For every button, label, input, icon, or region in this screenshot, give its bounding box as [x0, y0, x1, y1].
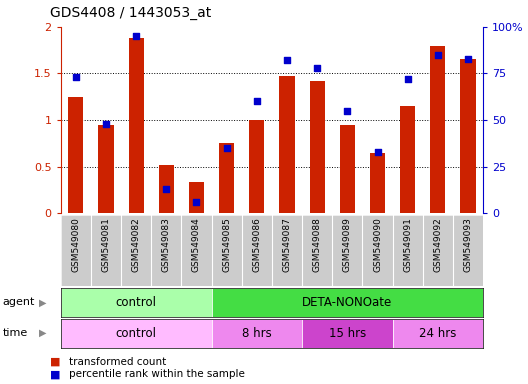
Point: [162, 186, 171, 192]
Text: GSM549087: GSM549087: [282, 217, 291, 272]
Text: ▶: ▶: [39, 328, 46, 338]
Bar: [98, 125, 114, 213]
Text: GSM549092: GSM549092: [433, 217, 442, 272]
Bar: [61, 288, 212, 317]
Text: GSM549088: GSM549088: [313, 217, 322, 272]
Point: [433, 52, 442, 58]
Text: 24 hrs: 24 hrs: [419, 327, 457, 339]
Bar: [370, 152, 385, 213]
Point: [283, 57, 291, 63]
Point: [252, 98, 261, 104]
Bar: [430, 46, 446, 213]
Point: [102, 121, 110, 127]
Bar: [212, 288, 483, 317]
Point: [222, 145, 231, 151]
Text: 15 hrs: 15 hrs: [329, 327, 366, 339]
Text: ▶: ▶: [39, 297, 46, 308]
Bar: [212, 319, 302, 348]
Point: [72, 74, 80, 80]
Text: 8 hrs: 8 hrs: [242, 327, 272, 339]
Bar: [129, 38, 144, 213]
Point: [343, 108, 352, 114]
Text: ■: ■: [50, 357, 61, 367]
Text: DETA-NONOate: DETA-NONOate: [302, 296, 392, 309]
Bar: [302, 319, 393, 348]
Text: GSM549086: GSM549086: [252, 217, 261, 272]
Bar: [279, 76, 295, 213]
Text: GSM549089: GSM549089: [343, 217, 352, 272]
Text: time: time: [3, 328, 28, 338]
Bar: [309, 81, 325, 213]
Bar: [219, 143, 234, 213]
Bar: [249, 120, 265, 213]
Text: ■: ■: [50, 369, 61, 379]
Bar: [393, 319, 483, 348]
Bar: [61, 319, 212, 348]
Text: control: control: [116, 327, 157, 339]
Point: [373, 149, 382, 155]
Text: GSM549091: GSM549091: [403, 217, 412, 272]
Text: GSM549084: GSM549084: [192, 217, 201, 272]
Text: transformed count: transformed count: [69, 357, 166, 367]
Point: [313, 65, 322, 71]
Text: GSM549090: GSM549090: [373, 217, 382, 272]
Text: agent: agent: [3, 297, 35, 308]
Point: [464, 55, 472, 61]
Bar: [159, 165, 174, 213]
Text: GSM549082: GSM549082: [131, 217, 140, 272]
Text: percentile rank within the sample: percentile rank within the sample: [69, 369, 244, 379]
Bar: [189, 182, 204, 213]
Text: GSM549085: GSM549085: [222, 217, 231, 272]
Text: GSM549081: GSM549081: [101, 217, 110, 272]
Point: [192, 199, 201, 205]
Bar: [400, 106, 415, 213]
Bar: [68, 97, 83, 213]
Point: [132, 33, 140, 39]
Bar: [340, 125, 355, 213]
Text: GDS4408 / 1443053_at: GDS4408 / 1443053_at: [50, 7, 211, 20]
Point: [403, 76, 412, 82]
Text: control: control: [116, 296, 157, 309]
Bar: [460, 60, 476, 213]
Text: GSM549093: GSM549093: [464, 217, 473, 272]
Text: GSM549080: GSM549080: [71, 217, 80, 272]
Text: GSM549083: GSM549083: [162, 217, 171, 272]
